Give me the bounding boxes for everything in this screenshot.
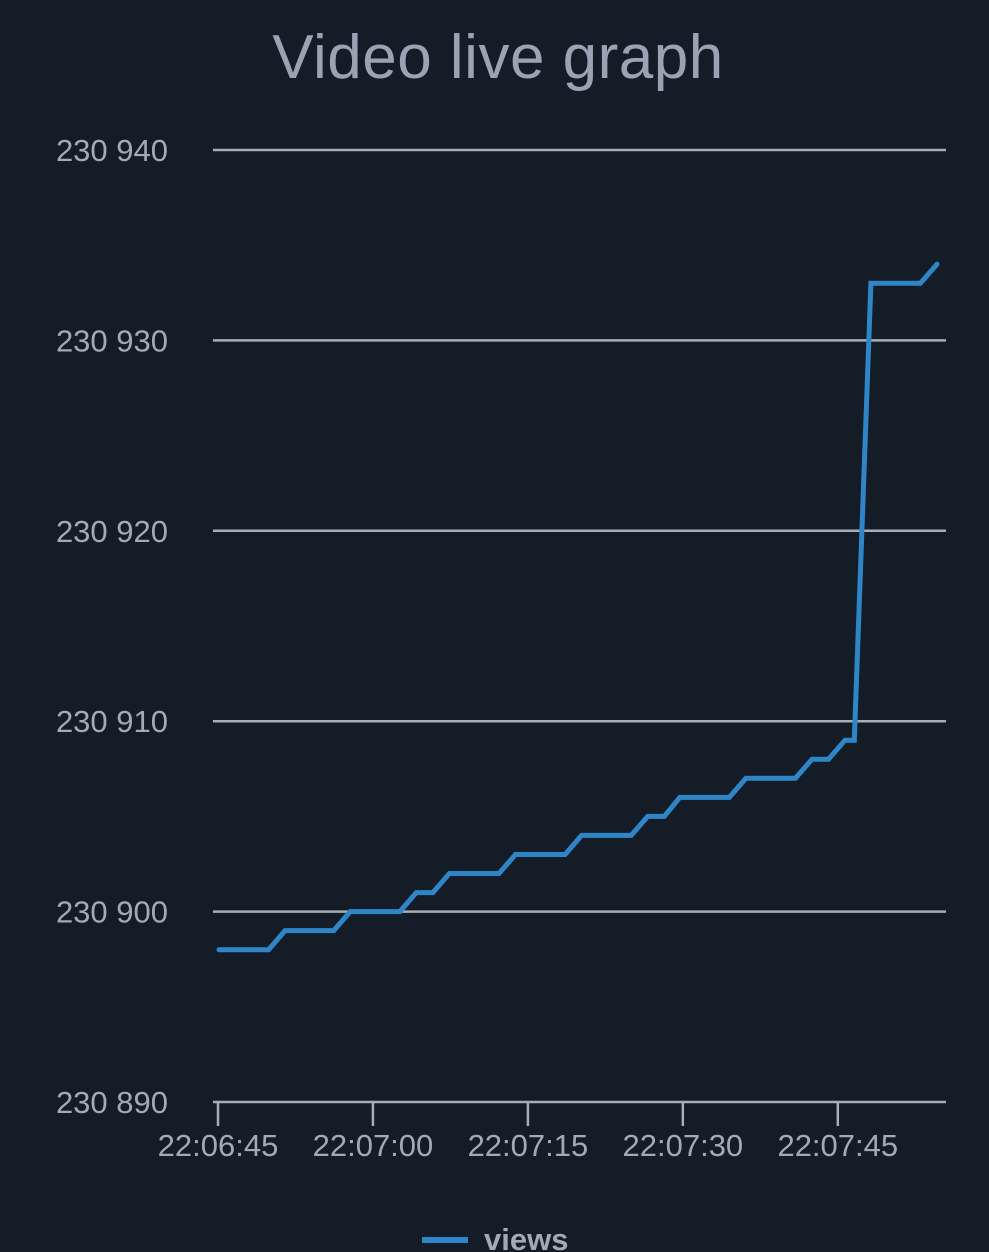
chart-title: Video live graph	[272, 23, 724, 92]
y-tick-label: 230 940	[56, 133, 168, 168]
y-tick-label: 230 910	[56, 704, 168, 739]
x-tick-label: 22:07:45	[777, 1128, 898, 1163]
x-tick-label: 22:07:15	[468, 1128, 589, 1163]
series-line-views	[216, 261, 940, 953]
y-tick-label: 230 920	[56, 514, 168, 549]
x-tick-label: 22:07:00	[313, 1128, 434, 1163]
y-tick-label: 230 930	[56, 323, 168, 358]
legend-label: views	[484, 1222, 568, 1252]
x-tick-label: 22:06:45	[158, 1128, 279, 1163]
y-tick-label: 230 900	[56, 895, 168, 930]
y-tick-label: 230 890	[56, 1085, 168, 1120]
x-tick-label: 22:07:30	[623, 1128, 744, 1163]
